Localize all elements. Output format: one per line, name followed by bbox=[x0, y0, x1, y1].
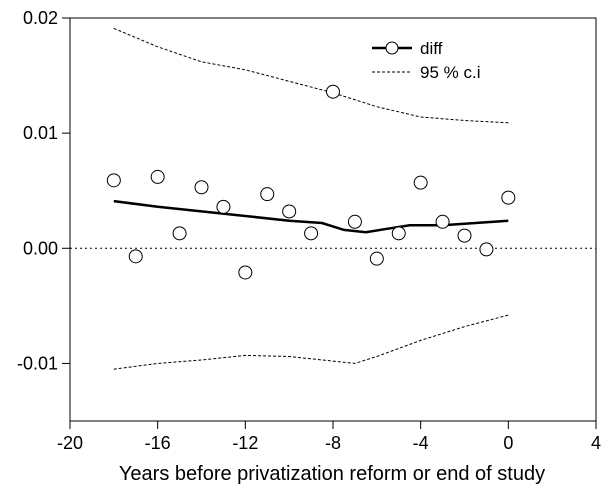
x-axis-label: Years before privatization reform or end… bbox=[119, 463, 545, 485]
y-tick-label: 0.00 bbox=[23, 238, 58, 258]
diff-point bbox=[347, 214, 362, 229]
diff-point bbox=[326, 84, 340, 99]
legend: diff 95 % c.i bbox=[372, 39, 480, 82]
diff-point bbox=[260, 187, 275, 202]
diff-point bbox=[457, 228, 472, 243]
diff-point bbox=[128, 249, 143, 264]
ci-upper-line bbox=[113, 27, 509, 124]
diff-point bbox=[501, 190, 516, 205]
diff-point bbox=[413, 175, 428, 190]
legend-diff-label: diff bbox=[420, 39, 443, 58]
x-tick-label: -12 bbox=[232, 433, 258, 453]
diff-point bbox=[106, 173, 121, 188]
diff-point bbox=[216, 199, 231, 214]
plot-frame bbox=[69, 17, 597, 422]
diff-point bbox=[150, 169, 165, 184]
y-tick-label: 0.01 bbox=[23, 123, 58, 143]
diff-point bbox=[238, 265, 253, 280]
diff-point bbox=[304, 226, 319, 241]
diff-point bbox=[172, 226, 187, 241]
diff-point bbox=[282, 204, 297, 219]
x-tick-label: -8 bbox=[325, 433, 341, 453]
x-tick-label: 4 bbox=[591, 433, 601, 453]
legend-diff-marker bbox=[385, 41, 399, 55]
x-tick-label: 0 bbox=[503, 433, 513, 453]
x-tick-label: -20 bbox=[57, 433, 83, 453]
diff-point bbox=[369, 251, 384, 266]
x-tick-label: -16 bbox=[145, 433, 171, 453]
legend-ci-label: 95 % c.i bbox=[420, 63, 480, 82]
x-tick-label: -4 bbox=[413, 433, 429, 453]
y-tick-label: -0.01 bbox=[17, 353, 58, 373]
diff-point bbox=[391, 226, 406, 241]
y-tick-label: 0.02 bbox=[23, 8, 58, 28]
diff-point bbox=[435, 214, 450, 229]
diff-point bbox=[194, 180, 209, 195]
ci-lower-line bbox=[113, 314, 509, 370]
diff-point bbox=[479, 242, 494, 257]
